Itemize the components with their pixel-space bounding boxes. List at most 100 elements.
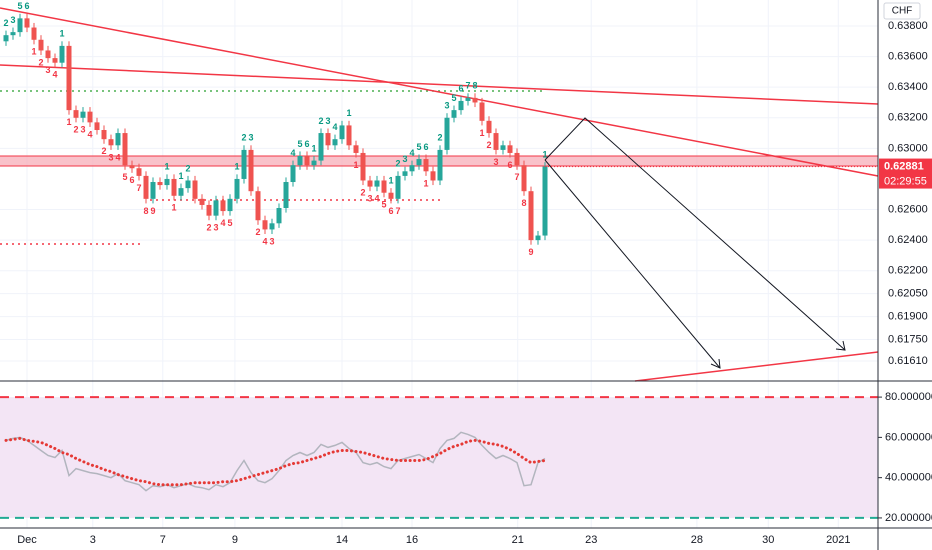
td-label: 6	[423, 142, 428, 152]
y-tick-label: 0.61750	[888, 333, 928, 345]
td-label: 4	[332, 122, 337, 132]
candle-body	[248, 149, 254, 192]
y-tick-label: 0.63400	[888, 81, 928, 93]
candle-body	[479, 102, 485, 121]
x-tick-label: 30	[762, 534, 774, 546]
candle-body	[45, 50, 51, 59]
x-tick-label: 2021	[826, 534, 850, 546]
candle-body	[423, 159, 429, 172]
td-label: 5	[297, 139, 302, 149]
trendline	[0, 7, 879, 177]
rsi-panel	[0, 396, 878, 519]
candle-body	[353, 145, 359, 153]
candle-body	[458, 100, 464, 111]
y-tick-label: 20.000000	[885, 512, 932, 524]
candle-body	[115, 133, 121, 146]
td-label: 1	[66, 117, 71, 127]
candle-body	[66, 45, 72, 111]
candle-body	[451, 110, 457, 118]
td-label: 6	[458, 84, 463, 94]
candle-body	[332, 139, 338, 146]
td-label: 3	[402, 154, 407, 164]
td-label: 7	[395, 206, 400, 216]
candle-body	[108, 139, 114, 146]
candle-body	[311, 160, 317, 166]
td-label: 4	[87, 129, 92, 139]
candle-body	[381, 180, 387, 193]
td-label: 4	[52, 70, 57, 80]
td-label: 6	[24, 1, 29, 11]
td-label: 2	[255, 227, 260, 237]
y-tick-label: 0.63000	[888, 142, 928, 154]
td-label: 6	[129, 175, 134, 185]
candle-body	[416, 159, 422, 166]
arrow-path	[544, 159, 721, 369]
candle-body	[17, 18, 23, 33]
arrow-head	[835, 340, 846, 351]
td-label: 7	[514, 172, 519, 182]
td-label: 5	[381, 200, 386, 210]
candle-body	[241, 149, 247, 179]
td-label: 5	[17, 1, 22, 11]
td-label: 8	[472, 81, 477, 91]
td-label: 7	[136, 183, 141, 193]
td-label: 6	[388, 206, 393, 216]
y-tick-label: 60.000000	[885, 431, 932, 443]
td-label: 1	[31, 47, 36, 57]
td-label: 9	[150, 206, 155, 216]
td-label: 9	[528, 247, 533, 257]
candle-body	[255, 191, 261, 221]
td-label: 6	[507, 160, 512, 170]
td-label: 2	[38, 57, 43, 67]
candle-body	[318, 133, 324, 161]
td-label: 1	[59, 29, 64, 39]
td-label: 4	[374, 194, 379, 204]
td-label: 2	[360, 187, 365, 197]
td-label: 1	[171, 203, 176, 213]
candle-body	[52, 58, 58, 63]
candle-body	[192, 180, 198, 199]
candle-body	[87, 111, 93, 123]
td-label: 5	[122, 172, 127, 182]
y-tick-label: 0.62200	[888, 265, 928, 277]
arrow-path	[544, 117, 846, 351]
trendline	[634, 351, 879, 382]
candle-body	[234, 178, 240, 199]
trendline	[0, 64, 879, 105]
td-label: 1	[353, 160, 358, 170]
candle-body	[486, 120, 492, 134]
last-price-label: 0.62881	[884, 160, 924, 172]
td-label: 2	[486, 140, 491, 150]
candle-body	[507, 145, 513, 153]
td-label: 5	[451, 93, 456, 103]
x-tick-label: 21	[512, 534, 524, 546]
candle-body	[143, 175, 149, 199]
td-label: 3	[10, 15, 15, 25]
x-tick-label: 3	[90, 534, 96, 546]
candle-body	[185, 180, 191, 189]
y-tick-label: 0.61900	[888, 311, 928, 323]
candle-body	[304, 156, 310, 166]
td-label: 3	[367, 194, 372, 204]
candle-body	[472, 97, 478, 103]
candle-body	[171, 178, 177, 196]
candle-body	[325, 133, 331, 146]
td-label: 2	[3, 18, 8, 28]
candle-body	[206, 204, 212, 216]
td-label: 7	[465, 81, 470, 91]
x-tick-label: 28	[691, 534, 703, 546]
x-tick-label: 23	[585, 534, 597, 546]
candle-body	[157, 182, 163, 186]
td-label: 2	[73, 125, 78, 135]
candle-body	[535, 235, 541, 241]
candle-body	[514, 152, 520, 166]
candle-body	[402, 171, 408, 176]
rsi-band	[0, 397, 878, 518]
td-label: 2	[185, 163, 190, 173]
td-label: 3	[45, 65, 50, 75]
y-tick-label: 0.62600	[888, 203, 928, 215]
candle-body	[220, 200, 226, 212]
candle-body	[24, 18, 30, 28]
